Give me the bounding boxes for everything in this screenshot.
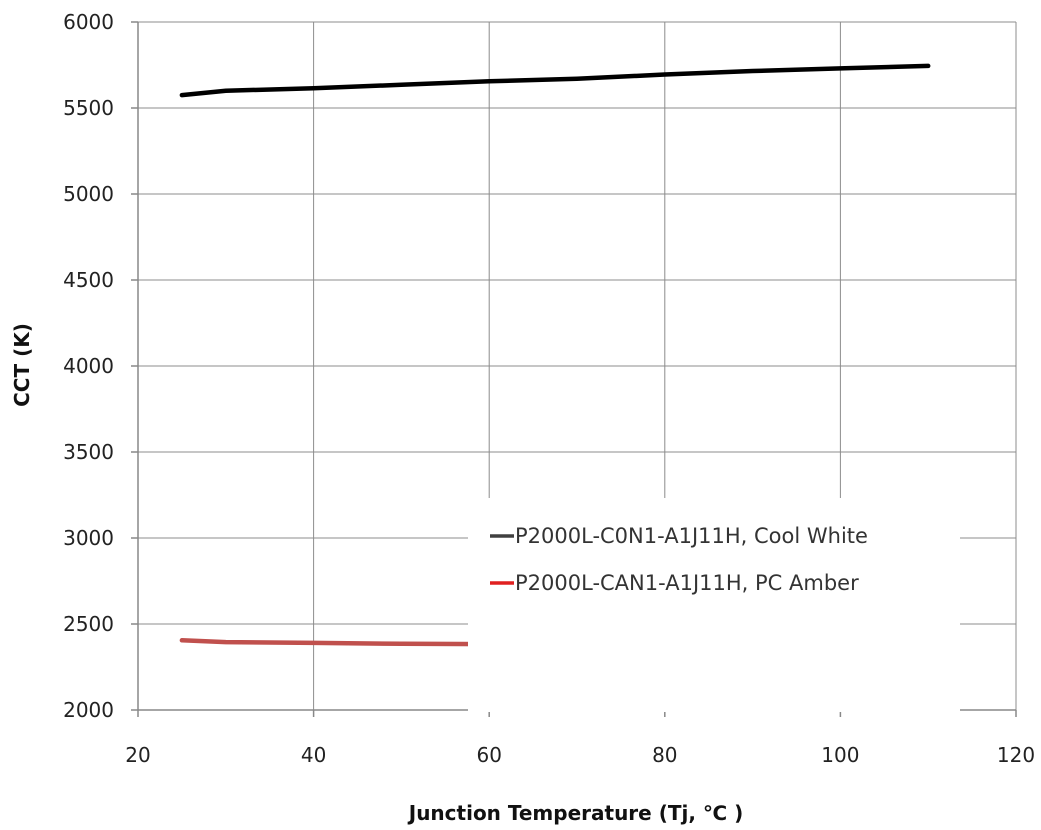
x-tick-label: 20 <box>125 743 150 767</box>
y-tick-label: 6000 <box>63 10 114 34</box>
y-tick-label: 2500 <box>63 612 114 636</box>
x-tick-label: 120 <box>997 743 1035 767</box>
y-tick-label: 3000 <box>63 526 114 550</box>
legend: P2000L-C0N1-A1J11H, Cool White P2000L-CAN… <box>468 498 960 712</box>
y-axis-title: CCT (K) <box>10 323 34 407</box>
y-tick-label: 5500 <box>63 96 114 120</box>
x-tick-label: 80 <box>652 743 677 767</box>
legend-label-2: P2000L-CAN1-A1J11H, PC Amber <box>515 571 859 595</box>
series-line-1 <box>179 63 931 98</box>
x-tick-label: 60 <box>476 743 501 767</box>
x-axis-title: Junction Temperature (Tj, ℃ ) <box>407 801 743 825</box>
y-tick-label: 4000 <box>63 354 114 378</box>
y-tick-label: 4500 <box>63 268 114 292</box>
y-tick-label: 5000 <box>63 182 114 206</box>
grid <box>138 21 1017 710</box>
legend-background <box>468 498 960 712</box>
y-tick-label: 3500 <box>63 440 114 464</box>
legend-label-1: P2000L-C0N1-A1J11H, Cool White <box>515 524 868 548</box>
x-tick-label: 40 <box>301 743 326 767</box>
x-tick-label: 100 <box>821 743 859 767</box>
tick-labels: 2000 2500 3000 3500 4000 4500 5000 5500 6000 20 40… <box>63 10 1035 767</box>
y-tick-label: 2000 <box>63 698 114 722</box>
